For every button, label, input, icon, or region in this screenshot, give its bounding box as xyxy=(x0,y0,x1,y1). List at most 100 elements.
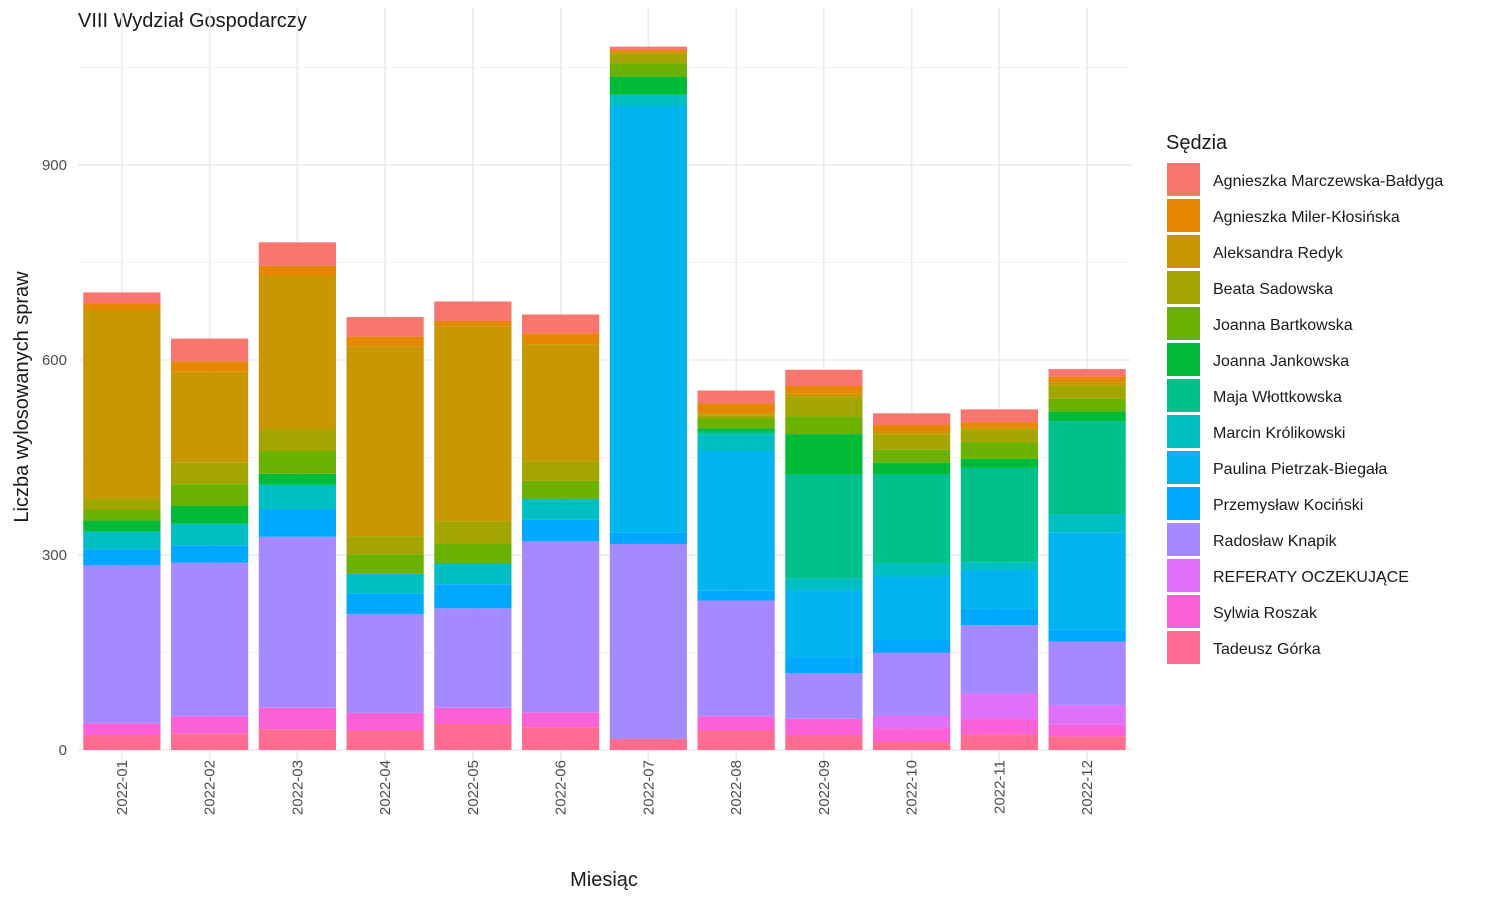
legend-key xyxy=(1167,451,1200,484)
bar-segment xyxy=(258,707,336,730)
bar-segment xyxy=(83,520,161,532)
legend-item: Joanna Bartkowska xyxy=(1167,307,1353,340)
bar-segment xyxy=(697,431,775,435)
x-tick-label: 2022-12 xyxy=(1079,760,1096,815)
bar-segment xyxy=(83,549,161,566)
bar-segment xyxy=(434,301,512,321)
bar-segment xyxy=(346,614,424,713)
bar-segment xyxy=(1048,641,1126,706)
bar-segment xyxy=(83,303,161,310)
x-tick-label: 2022-11 xyxy=(991,760,1008,814)
bar-segment xyxy=(785,397,863,417)
bar-segment xyxy=(83,292,161,304)
bar-segment xyxy=(609,532,687,544)
bar-segment xyxy=(171,733,249,750)
bar-segment xyxy=(960,734,1038,750)
bar-segment xyxy=(258,265,336,276)
legend-item: Joanna Jankowska xyxy=(1167,343,1349,376)
x-axis-title: Miesiąc xyxy=(570,869,638,891)
x-tick-label: 2022-03 xyxy=(289,760,306,815)
bar-segment xyxy=(258,451,336,474)
legend-label: Tadeusz Górka xyxy=(1213,641,1321,658)
bar-segment xyxy=(785,434,863,475)
bar-segment xyxy=(785,590,863,658)
x-tick-label: 2022-06 xyxy=(553,760,570,815)
bar-segment xyxy=(785,657,863,674)
legend-label: Joanna Bartkowska xyxy=(1213,317,1353,334)
legend-item: Maja Włottkowska xyxy=(1167,379,1342,412)
legend-key xyxy=(1167,343,1200,376)
legend-label: Aleksandra Redyk xyxy=(1213,245,1344,262)
legend-item: REFERATY OCZEKUJĄCE xyxy=(1167,559,1409,592)
bar-segment xyxy=(785,369,863,386)
bar-segment xyxy=(171,371,249,463)
bar-segment xyxy=(346,336,424,347)
legend-label: Beata Sadowska xyxy=(1213,281,1333,298)
bar-segment xyxy=(346,593,424,615)
bar-segment xyxy=(522,519,600,542)
y-axis-ticks: 0 300 600 900 xyxy=(42,157,67,759)
bar-segment xyxy=(258,729,336,750)
bar-segment xyxy=(1048,369,1126,377)
legend-label: Marcin Królikowski xyxy=(1213,425,1345,442)
bar-segment xyxy=(697,418,775,429)
bar-segment xyxy=(522,727,600,750)
bar-segment xyxy=(171,716,249,734)
bar-segment xyxy=(960,429,1038,443)
bar-segment xyxy=(1048,421,1126,515)
bar-segment xyxy=(83,509,161,521)
bar-segment xyxy=(346,554,424,574)
bar-segment xyxy=(609,738,687,750)
bar-segment xyxy=(609,49,687,52)
bar-segment xyxy=(609,94,687,107)
bar-segment xyxy=(697,403,775,414)
legend-title: Sędzia xyxy=(1166,132,1228,154)
legend-item: Aleksandra Redyk xyxy=(1167,235,1344,268)
bar-segment xyxy=(697,590,775,601)
bar-segment xyxy=(697,730,775,750)
bar-segment xyxy=(522,712,600,728)
bar-segment xyxy=(960,719,1038,735)
y-tick-label: 600 xyxy=(42,352,67,369)
legend-label: Agnieszka Marczewska-Bałdyga xyxy=(1213,173,1443,190)
y-tick-label: 0 xyxy=(59,742,67,759)
bar-segment xyxy=(434,543,512,564)
bar-segment xyxy=(83,565,161,724)
bar-segment xyxy=(434,521,512,544)
legend-key xyxy=(1167,415,1200,448)
legend-label: Agnieszka Miler-Kłosińska xyxy=(1213,209,1400,226)
bar-segment xyxy=(83,531,161,550)
legend-key xyxy=(1167,199,1200,232)
bar-segment xyxy=(873,652,951,716)
bar-segment xyxy=(785,735,863,750)
bar-segment xyxy=(873,434,951,450)
bar-segment xyxy=(609,46,687,50)
bar-segment xyxy=(171,523,249,546)
bar-segment xyxy=(522,461,600,481)
bar-segment xyxy=(697,434,775,451)
x-axis-ticks: 2022-01 2022-02 2022-03 2022-04 2022-05 2022-… xyxy=(114,760,1096,815)
bar-segment xyxy=(83,723,161,736)
bar-segment xyxy=(697,415,775,419)
legend-label: Radosław Knapik xyxy=(1213,533,1338,550)
legend-item: Agnieszka Miler-Kłosińska xyxy=(1167,199,1400,232)
legend-item: Paulina Pietrzak-Biegała xyxy=(1167,451,1387,484)
bar-segment xyxy=(434,707,512,724)
legend-label: Paulina Pietrzak-Biegała xyxy=(1213,461,1387,478)
bar-segment xyxy=(960,693,1038,720)
bar-segment xyxy=(873,474,951,564)
bar-segment xyxy=(258,242,336,266)
bar-segment xyxy=(258,536,336,708)
bar-segment xyxy=(1048,705,1126,725)
y-tick-label: 300 xyxy=(42,547,67,564)
bar-segment xyxy=(522,499,600,520)
bar-segment xyxy=(697,600,775,717)
bar-segment xyxy=(171,505,249,524)
bar-segment xyxy=(434,321,512,327)
bar-segment xyxy=(522,541,600,713)
bar-segment xyxy=(873,563,951,577)
bar-segment xyxy=(960,422,1038,428)
legend-item: Radosław Knapik xyxy=(1167,523,1338,556)
bar-segment xyxy=(83,309,161,499)
bar-segment xyxy=(609,106,687,533)
